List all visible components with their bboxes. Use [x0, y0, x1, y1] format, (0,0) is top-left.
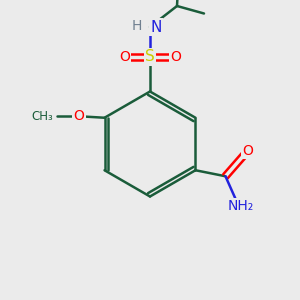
Text: NH₂: NH₂: [227, 199, 254, 213]
Text: O: O: [119, 50, 130, 64]
Text: O: O: [170, 50, 181, 64]
Text: H: H: [131, 19, 142, 32]
Text: CH₃: CH₃: [32, 110, 53, 123]
Text: O: O: [242, 144, 253, 158]
Text: N: N: [150, 20, 162, 34]
Text: S: S: [145, 50, 155, 64]
Text: O: O: [74, 109, 85, 123]
